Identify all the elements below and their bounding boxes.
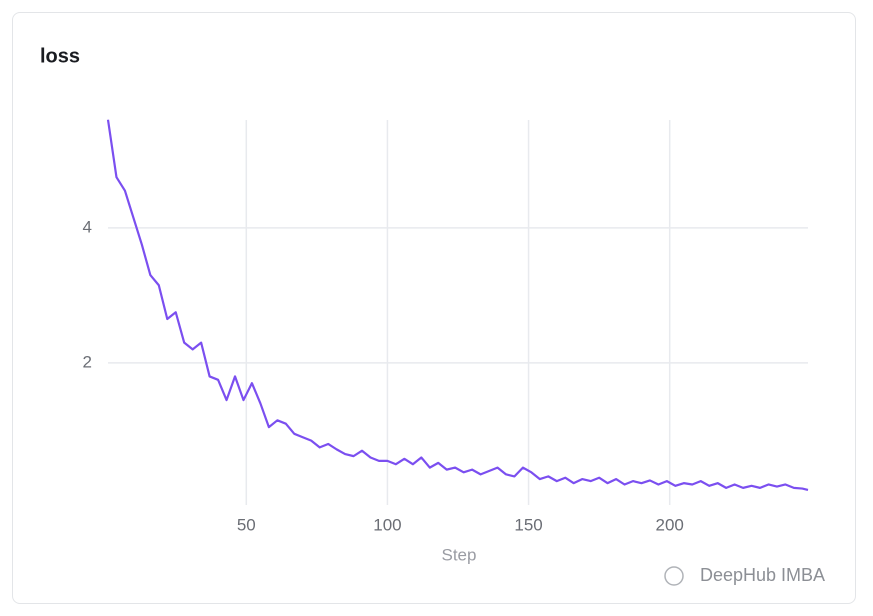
x-tick-label: 150 bbox=[514, 515, 542, 534]
y-tick-label: 2 bbox=[83, 352, 92, 371]
chart-title: loss bbox=[40, 45, 80, 67]
y-tick-label: 4 bbox=[83, 217, 92, 236]
watermark: DeepHub IMBA bbox=[700, 565, 825, 585]
x-tick-label: 50 bbox=[237, 515, 256, 534]
x-tick-label: 200 bbox=[656, 515, 684, 534]
line-series bbox=[106, 119, 809, 491]
watermark-icon bbox=[664, 566, 684, 586]
chart-card bbox=[12, 12, 856, 604]
x-axis-label: Step bbox=[442, 545, 477, 564]
x-tick-label: 100 bbox=[373, 515, 401, 534]
